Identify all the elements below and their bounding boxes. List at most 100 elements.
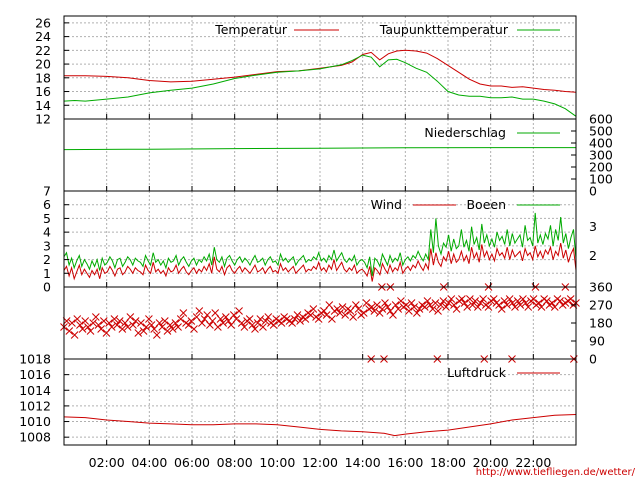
winddir-marker [84,323,92,331]
winddir-marker [81,317,90,325]
winddir-marker [447,295,456,303]
winddir-marker [484,303,493,311]
ytick-label-press-1008: 1008 [19,430,51,445]
ytick-label-dir-90: 90 [589,334,605,349]
winddir-marker [460,299,469,307]
winddir-marker [479,295,488,303]
winddir-marker [341,311,350,319]
winddir-marker [158,323,167,331]
winddir-marker [521,299,530,307]
ytick-label-temp-22: 22 [35,43,51,58]
winddir-marker [137,319,145,327]
ytick-label-wind-5: 5 [43,211,51,226]
winddir-marker [359,309,368,317]
winddir-marker [314,315,323,323]
winddir-marker [110,315,119,323]
winddir-marker [235,307,243,315]
ytick-label-temp-20: 20 [35,57,51,72]
winddir-marker [362,299,371,307]
winddir-marker [473,303,482,311]
winddir-marker [381,299,389,307]
winddir-marker [436,301,445,309]
winddir-marker [391,301,400,309]
xtick-label-2000: 20:00 [473,455,509,470]
series-line-taupunkttemperatur [63,54,577,117]
xtick-label-0200: 02:00 [89,455,125,470]
winddir-marker [309,305,318,313]
ytick-label-press-1018: 1018 [19,352,51,367]
winddir-marker [497,305,506,313]
winddir-marker [240,323,249,331]
series-line-temperatur [64,49,577,93]
winddir-marker [556,297,564,305]
ytick-label-press-1014: 1014 [19,383,51,398]
winddir-marker [463,303,472,311]
winddir-marker [219,319,228,327]
ytick-label-precip-300: 300 [589,148,613,163]
winddir-marker [375,309,384,317]
legend-niederschlag-label: Niederschlag [424,125,506,140]
winddir-marker [131,317,140,325]
winddir-marker [367,303,376,311]
winddir-marker [420,303,429,311]
winddir-marker [500,297,509,305]
winddir-marker [155,319,164,327]
winddir-marker [259,323,267,331]
winddir-marker [471,297,480,305]
winddir-marker [503,301,511,309]
winddir-marker [439,297,448,305]
ytick-label-dir-180: 180 [589,316,613,331]
winddir-marker [450,301,458,309]
winddir-marker [214,323,222,331]
winddir-marker [134,329,143,337]
winddir-marker [174,323,182,331]
winddir-marker [261,317,270,325]
winddir-marker [288,319,296,327]
legend-boeen-label: Boeen [466,197,506,212]
winddir-marker [328,315,336,323]
ytick-label-precip-100: 100 [589,172,613,187]
source-link[interactable]: http://www.tiefliegen.de/wetter/ [476,467,636,478]
ytick-label-wind-2: 2 [43,252,51,267]
winddir-marker [407,299,416,307]
ytick-label-press-1010: 1010 [19,414,51,429]
winddir-marker [126,313,135,321]
winddir-marker [195,307,204,315]
ytick-label-temp-14: 14 [35,98,51,113]
winddir-marker [529,295,538,303]
xtick-label-1400: 14:00 [345,455,381,470]
legend-taupunkt-label: Taupunkttemperatur [379,22,509,37]
ytick-label-press-1016: 1016 [19,367,51,382]
winddir-marker [306,311,315,319]
winddir-marker [160,317,169,325]
series-layer [60,49,580,437]
winddir-marker [221,313,230,321]
winddir-marker [338,303,347,311]
xtick-label-0800: 08:00 [217,455,253,470]
winddir-marker [548,299,556,307]
winddir-marker [428,305,437,313]
winddir-marker [290,315,299,323]
winddir-marker [68,319,76,327]
winddir-marker [394,305,403,313]
ytick-label-wind-6: 6 [43,197,51,212]
winddir-marker [78,325,87,333]
winddir-marker [118,325,127,333]
winddir-marker [508,299,517,307]
winddir-marker [232,315,241,323]
winddir-marker [142,323,151,331]
winddir-marker [73,315,82,323]
xtick-label-0600: 06:00 [174,455,210,470]
winddir-marker [251,325,259,333]
winddir-marker [190,325,198,333]
winddir-marker [405,307,413,315]
ytick-label-wind-3: 3 [43,238,51,253]
winddir-marker [336,309,344,317]
ytick-label-temp-16: 16 [35,84,51,99]
winddir-marker [566,295,575,303]
winddir-marker [383,303,392,311]
winddir-marker [184,321,193,329]
series-line-niederschlag [63,147,576,151]
